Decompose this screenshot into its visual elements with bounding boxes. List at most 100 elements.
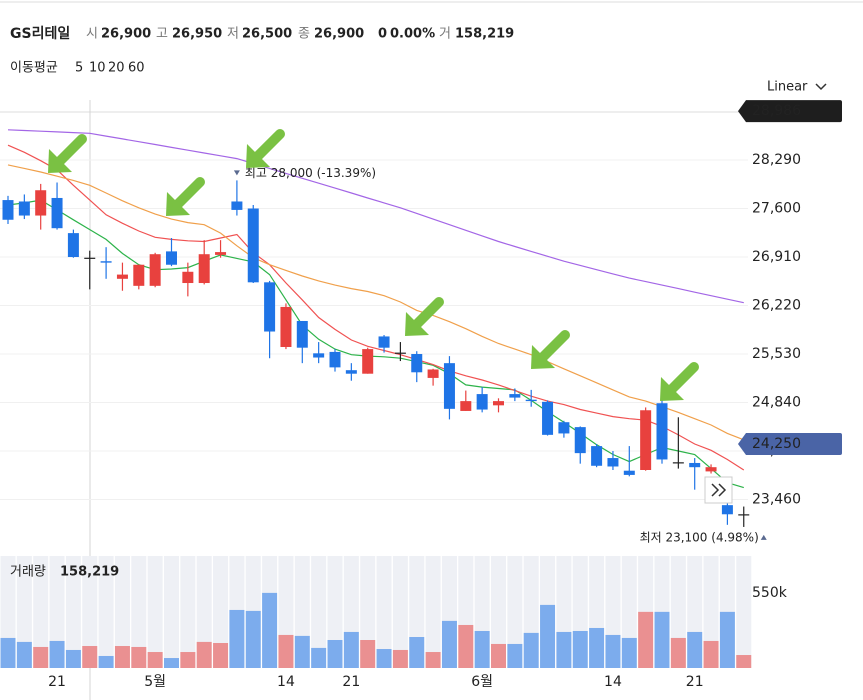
candle-body xyxy=(166,251,177,265)
y-tick-label: 26,910 xyxy=(752,249,801,265)
scale-menu[interactable]: Linear xyxy=(767,80,827,95)
legend-entry: 20 xyxy=(108,61,125,76)
volume-bar xyxy=(474,630,490,668)
price-marker-label: 28,986 xyxy=(752,103,801,119)
price-marker-tag xyxy=(738,432,842,455)
candle-body xyxy=(116,274,128,279)
volume-bar xyxy=(719,611,735,668)
volume-tick-label: 550k xyxy=(752,585,788,601)
candle-body xyxy=(345,370,357,374)
volume-bar xyxy=(523,632,539,668)
y-tick-label: 23,460 xyxy=(752,492,801,508)
high-marker xyxy=(233,170,240,176)
x-tick-label: 21 xyxy=(686,674,704,690)
volume-bar xyxy=(507,643,523,668)
volume-bar xyxy=(164,658,179,668)
candle-body xyxy=(264,282,276,332)
volume-bar xyxy=(687,631,703,668)
price-marker-tag xyxy=(738,100,842,123)
button-icon[interactable] xyxy=(711,483,727,497)
field-value: 26,950 xyxy=(172,27,222,42)
x-tick-label: 5월 xyxy=(144,674,166,690)
candle-body xyxy=(476,394,488,410)
volume-backdrop xyxy=(425,556,441,668)
low-marker xyxy=(760,534,767,540)
volume-bar xyxy=(229,609,245,668)
candle-body xyxy=(427,369,439,378)
volume-value: 158,219 xyxy=(60,565,119,580)
change: 0 xyxy=(378,27,387,42)
candle-body xyxy=(2,200,14,220)
candle-body xyxy=(574,427,586,454)
low-annotation: 최저 23,100 (4.98%) xyxy=(640,530,759,544)
y-tick-label: 27,600 xyxy=(752,201,801,217)
volume-bar xyxy=(638,611,654,668)
scroll-button[interactable] xyxy=(704,476,733,504)
volume-bar xyxy=(49,640,65,668)
candle-body xyxy=(656,403,668,460)
arrow xyxy=(660,367,694,401)
candle-body xyxy=(738,514,750,516)
scale-menu-label[interactable]: Linear xyxy=(767,80,808,95)
ma-title: 이동평균 xyxy=(10,61,58,76)
volume-bar xyxy=(409,636,425,668)
candle-body xyxy=(493,401,504,406)
candle-body xyxy=(280,306,292,347)
candle-body xyxy=(133,264,145,286)
volume-backdrop xyxy=(213,556,229,668)
price-marker-label: 24,250 xyxy=(752,436,801,452)
plot: 23,46024,15024,84025,53026,22026,91027,6… xyxy=(0,100,842,690)
volume-bar xyxy=(605,634,621,668)
arrow xyxy=(531,335,565,369)
arrow xyxy=(246,134,280,168)
volume-bar xyxy=(131,646,147,668)
volume-backdrop xyxy=(164,556,179,668)
candle-body xyxy=(67,233,79,258)
volume-backdrop xyxy=(147,556,163,668)
volume-bar xyxy=(245,610,261,668)
candle-body xyxy=(542,401,554,435)
field-value: 26,500 xyxy=(242,27,292,42)
field-label: 저 xyxy=(227,27,239,42)
high-annotation: 최고 28,000 (-13.39%) xyxy=(245,166,376,180)
candle-body xyxy=(640,410,652,470)
x-tick-label: 21 xyxy=(48,674,66,690)
volume-bar xyxy=(33,646,49,668)
candle-body xyxy=(378,336,390,348)
volume-bar xyxy=(16,641,32,668)
volume-bar xyxy=(147,652,163,668)
moving-average-line xyxy=(7,129,744,304)
candle-body xyxy=(329,351,341,368)
volume-backdrop xyxy=(82,556,98,668)
volume-bar xyxy=(589,627,605,668)
volume-bar xyxy=(294,635,310,668)
field-value: 26,900 xyxy=(314,27,364,42)
volume-bar xyxy=(98,655,114,668)
y-tick-label: 26,220 xyxy=(752,298,801,314)
x-tick-label: 14 xyxy=(277,674,295,690)
candle-body xyxy=(394,352,406,354)
legend-entry: 5 xyxy=(75,61,83,76)
candle-body xyxy=(672,462,684,464)
volume-backdrop xyxy=(65,556,81,668)
volume-bar xyxy=(736,655,752,668)
volume-bar xyxy=(621,637,637,668)
candle-body xyxy=(689,462,701,468)
candle-body xyxy=(443,363,455,409)
y-tick-label: 28,290 xyxy=(752,152,801,168)
arrow xyxy=(166,182,200,216)
volume-backdrop xyxy=(736,556,752,668)
volume-backdrop xyxy=(16,556,32,668)
volume-bar xyxy=(441,620,457,668)
volume-bar xyxy=(425,652,441,668)
candle-body xyxy=(460,401,472,411)
candle-body xyxy=(35,190,47,216)
volume-bar xyxy=(360,640,376,668)
arrow xyxy=(48,139,82,173)
volume-bar xyxy=(343,631,359,668)
volume-backdrop xyxy=(196,556,212,668)
volume-bar xyxy=(180,652,196,668)
chevron[interactable] xyxy=(815,83,827,91)
field-label: 거 xyxy=(439,27,451,42)
volume-backdrop xyxy=(703,556,719,668)
